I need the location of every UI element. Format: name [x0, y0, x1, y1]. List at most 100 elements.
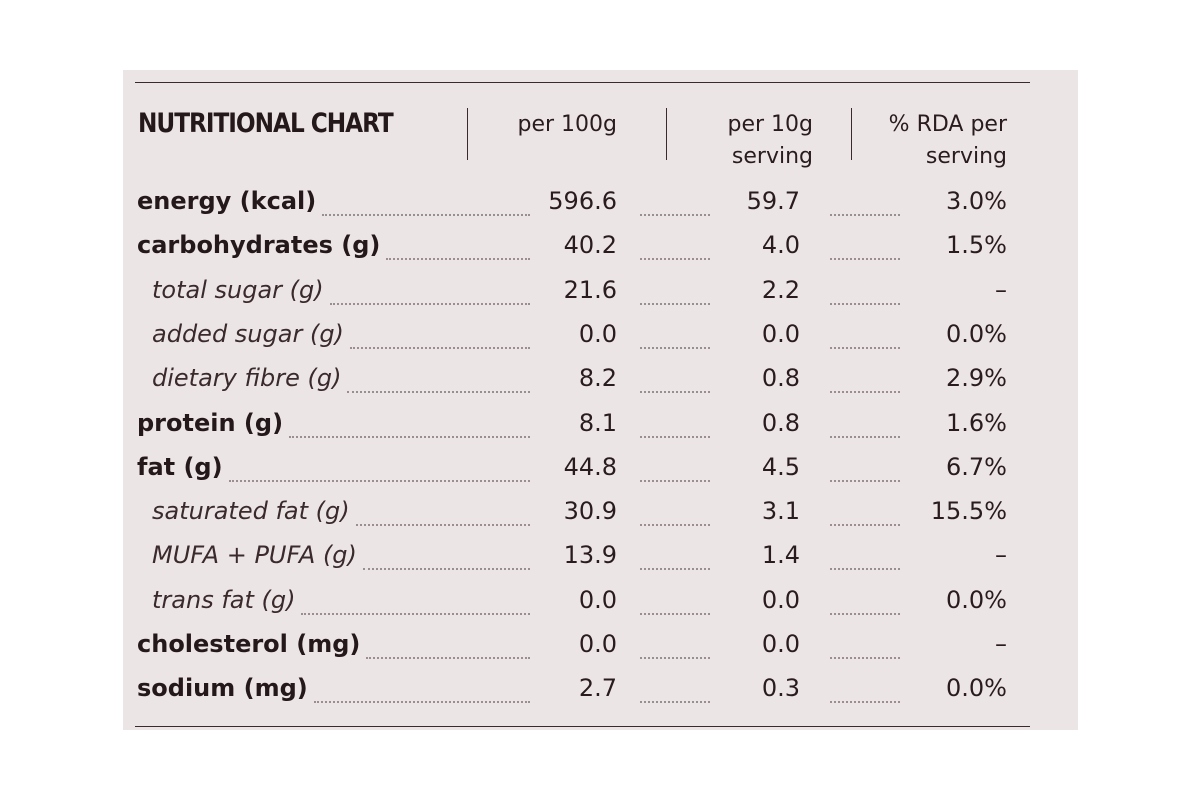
table-row: fat (g) 44.8 4.5 6.7% [0, 452, 1200, 496]
dot-leader [640, 194, 710, 216]
dot-leader [830, 327, 900, 349]
dot-leader [830, 548, 900, 571]
value-rda: 3.0% [946, 187, 1007, 215]
dot-leader [229, 460, 530, 482]
table-row: carbohydrates (g) 40.2 4.0 1.5% [0, 230, 1200, 274]
header-rda-line1: % RDA per [888, 112, 1007, 137]
header-per-100g-line1: per 100g [517, 112, 618, 137]
value-per-10g: 0.8 [761, 408, 800, 437]
dot-leader [830, 194, 900, 216]
value-per-100g: 40.2 [563, 231, 617, 260]
dot-leader [301, 593, 530, 615]
top-rule [135, 82, 1030, 83]
table-row: MUFA + PUFA (g) 13.9 1.4 – [0, 540, 1200, 584]
nutrient-label: cholesterol (mg) [137, 630, 361, 658]
table-row: saturated fat (g) 30.9 3.1 15.5% [0, 496, 1200, 540]
dot-leader [350, 327, 530, 349]
value-per-10g: 4.5 [761, 452, 800, 481]
value-per-100g: 13.9 [563, 541, 617, 570]
value-rda: 2.9% [946, 364, 1007, 393]
value-rda: – [995, 275, 1007, 304]
dot-leader [356, 504, 530, 527]
value-per-100g: 21.6 [563, 275, 617, 304]
dot-leader [830, 504, 900, 527]
value-per-10g: 0.0 [761, 585, 800, 614]
dot-leader [640, 681, 710, 704]
dot-leader [830, 681, 900, 704]
nutrition-label-panel [123, 70, 1078, 730]
nutrient-label: energy (kcal) [137, 187, 317, 215]
table-row: sodium (mg) 2.7 0.3 0.0% [0, 673, 1200, 717]
value-rda: 1.5% [946, 231, 1007, 260]
header-per-10g: per 10g serving [724, 109, 814, 173]
dot-leader [640, 637, 710, 659]
value-per-100g: 0.0 [578, 585, 617, 614]
header-rda-line2: serving [925, 144, 1007, 169]
value-per-10g: 0.0 [761, 319, 800, 348]
dot-leader [830, 283, 900, 305]
dot-leader [640, 371, 710, 394]
dot-leader [330, 283, 530, 305]
header-rda: % RDA per serving [889, 109, 1007, 173]
bottom-rule [135, 726, 1030, 727]
table-row: trans fat (g) 0.0 0.0 0.0% [0, 585, 1200, 629]
dot-leader [830, 416, 900, 438]
nutrient-label: added sugar (g) [152, 319, 344, 348]
dot-leader [830, 460, 900, 482]
header-per-100g: per 100g [518, 109, 618, 141]
header-divider-1 [467, 108, 468, 160]
value-rda: 1.6% [946, 408, 1007, 437]
header-divider-3 [851, 108, 852, 160]
dot-leader [640, 238, 710, 261]
dot-leader [640, 416, 710, 438]
table-row: total sugar (g) 21.6 2.2 – [0, 275, 1200, 319]
table-row: protein (g) 8.1 0.8 1.6% [0, 408, 1200, 452]
dot-leader [347, 371, 530, 394]
dot-leader [830, 371, 900, 394]
nutrient-label: saturated fat (g) [152, 497, 350, 526]
value-rda: 6.7% [946, 452, 1007, 481]
value-per-10g: 0.8 [761, 364, 800, 393]
dot-leader [830, 637, 900, 659]
dot-leader [640, 283, 710, 305]
value-per-10g: 0.3 [761, 674, 800, 703]
nutrient-label: carbohydrates (g) [137, 231, 381, 260]
dot-leader [640, 548, 710, 571]
value-rda: 0.0% [946, 674, 1007, 703]
dot-leader [640, 593, 710, 615]
value-rda: 0.0% [946, 319, 1007, 348]
dot-leader [640, 327, 710, 349]
value-per-10g: 4.0 [761, 231, 800, 260]
value-per-100g: 0.0 [578, 319, 617, 348]
table-title: NUTRITIONAL CHART [138, 108, 394, 139]
table-row: added sugar (g) 0.0 0.0 0.0% [0, 319, 1200, 363]
header-divider-2 [666, 108, 667, 160]
nutrient-label: fat (g) [137, 452, 223, 481]
dot-leader [322, 194, 530, 216]
value-rda: 0.0% [946, 585, 1007, 614]
value-per-100g: 8.1 [578, 408, 617, 437]
nutrient-label: dietary fibre (g) [152, 364, 342, 393]
value-per-10g: 3.1 [761, 497, 800, 526]
dot-leader [830, 593, 900, 615]
dot-leader [289, 416, 530, 438]
header-per-10g-line2: serving [731, 144, 813, 169]
value-rda: 15.5% [930, 497, 1007, 526]
table-row: energy (kcal) 596.6 59.7 3.0% [0, 186, 1200, 230]
nutrient-label: MUFA + PUFA (g) [152, 541, 357, 570]
nutrient-label: total sugar (g) [152, 275, 324, 304]
dot-leader [363, 548, 530, 571]
dot-leader [386, 238, 530, 261]
value-per-10g: 1.4 [761, 541, 800, 570]
dot-leader [830, 238, 900, 261]
value-rda: – [995, 541, 1007, 570]
value-per-100g: 8.2 [578, 364, 617, 393]
header-per-10g-line1: per 10g [727, 112, 814, 137]
nutrient-label: trans fat (g) [152, 585, 296, 614]
nutrient-label: protein (g) [137, 408, 284, 437]
value-per-100g: 0.0 [578, 630, 617, 658]
value-per-100g: 596.6 [548, 187, 617, 215]
value-per-10g: 59.7 [746, 187, 800, 215]
value-per-10g: 0.0 [761, 630, 800, 658]
nutrient-label: sodium (mg) [137, 674, 308, 703]
